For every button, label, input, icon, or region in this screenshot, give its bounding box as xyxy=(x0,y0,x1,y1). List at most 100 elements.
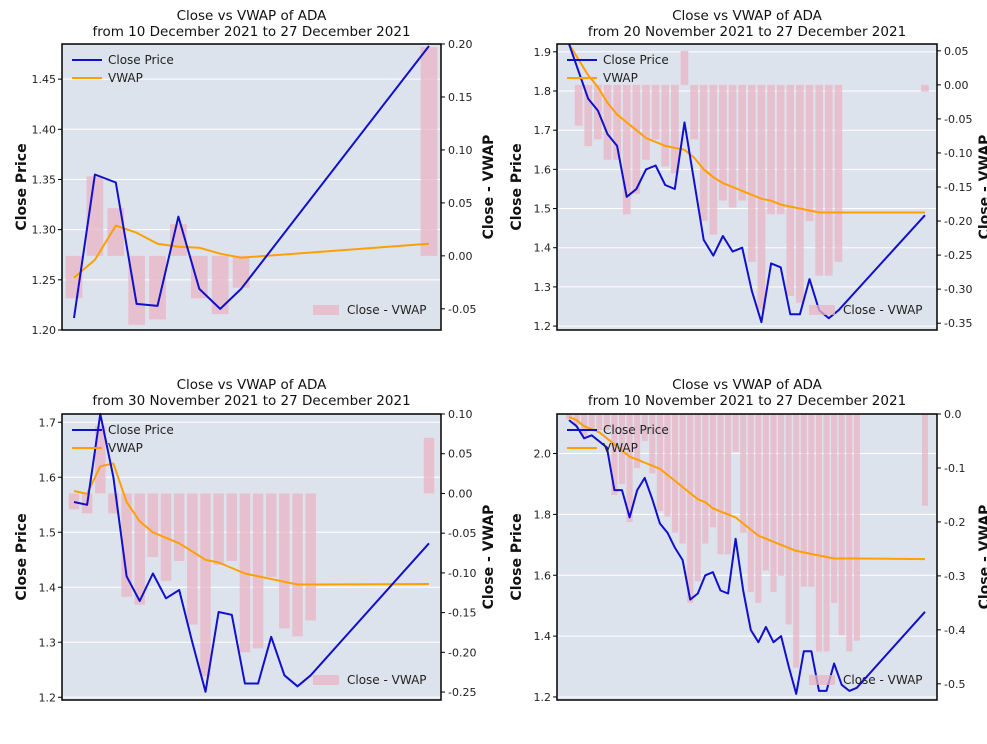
chart-subtitle: from 10 November 2021 to 27 December 202… xyxy=(588,393,906,409)
y2-tick-label: -0.20 xyxy=(448,646,476,659)
diff-bar xyxy=(709,414,716,528)
diff-bar xyxy=(717,414,724,555)
y-tick-label: 1.30 xyxy=(32,224,57,237)
diff-bar xyxy=(738,84,747,201)
diff-bar xyxy=(740,414,747,533)
plot-frame xyxy=(61,413,442,701)
legend-close-label: Close Price xyxy=(603,423,669,437)
legend-diff-label: Close - VWAP xyxy=(843,673,923,687)
diff-bar xyxy=(785,414,792,625)
diff-bar xyxy=(581,414,588,436)
diff-bar xyxy=(824,84,833,276)
diff-bar xyxy=(670,84,679,174)
diff-bar xyxy=(846,414,853,652)
vwap-line xyxy=(568,416,926,561)
y2-tick-label: -0.30 xyxy=(944,283,972,296)
y-tick-label: 1.6 xyxy=(39,471,57,484)
chart-panel-3 xyxy=(58,413,445,701)
close-price-line xyxy=(568,419,926,695)
diff-bar xyxy=(565,414,573,420)
y-axis-label: Close Price xyxy=(14,143,30,230)
y-tick-label: 1.5 xyxy=(534,203,552,216)
y2-axis-label: Close - VWAP xyxy=(481,505,497,610)
y2-tick-label: 0.20 xyxy=(448,38,473,51)
diff-bar xyxy=(664,414,671,517)
chart-panel-2 xyxy=(553,43,941,331)
legend-vwap-label: VWAP xyxy=(108,71,143,85)
close-price-line xyxy=(73,413,430,693)
diff-bar xyxy=(702,414,709,544)
diff-bar xyxy=(776,84,785,215)
y-tick-label: 1.6 xyxy=(534,163,552,176)
chart-panel-1 xyxy=(58,43,445,331)
diff-bar xyxy=(149,255,166,320)
diff-bar xyxy=(762,414,769,571)
y-tick-label: 1.4 xyxy=(534,242,552,255)
diff-bar xyxy=(921,414,929,506)
close-price-line xyxy=(568,43,926,324)
y2-tick-label: -0.15 xyxy=(944,181,972,194)
diff-bar xyxy=(200,493,211,677)
diff-bar xyxy=(672,414,679,533)
legend-vwap-label: VWAP xyxy=(603,441,638,455)
y2-tick-label: 0.10 xyxy=(448,408,473,421)
chart-subtitle: from 30 November 2021 to 27 December 202… xyxy=(92,393,410,409)
diff-bar xyxy=(618,414,626,485)
y2-tick-label: -0.25 xyxy=(448,686,476,699)
diff-bar xyxy=(831,414,838,603)
diff-bar xyxy=(588,414,595,431)
y-tick-label: 1.6 xyxy=(534,569,552,582)
y2-tick-label: 0.05 xyxy=(448,197,473,210)
diff-bar xyxy=(755,414,762,603)
diff-bar xyxy=(252,493,264,649)
diff-bar xyxy=(834,84,843,262)
y2-tick-label: -0.1 xyxy=(944,462,965,475)
y-tick-label: 1.8 xyxy=(534,508,552,521)
y-tick-label: 1.8 xyxy=(534,85,552,98)
y-tick-label: 1.3 xyxy=(534,281,552,294)
diff-bar xyxy=(147,493,159,557)
diff-bar xyxy=(690,84,698,140)
diff-bar xyxy=(728,84,737,208)
y-tick-label: 1.25 xyxy=(32,274,57,287)
diff-bar xyxy=(603,414,610,431)
y-tick-label: 1.7 xyxy=(39,416,57,429)
legend-close-label: Close Price xyxy=(603,53,669,67)
diff-bar xyxy=(823,414,830,652)
diff-bar xyxy=(805,84,814,222)
chart-subtitle: from 20 November 2021 to 27 December 202… xyxy=(588,24,906,40)
diff-bar xyxy=(649,414,656,474)
diff-bar xyxy=(107,208,125,256)
y2-axis-label: Close - VWAP xyxy=(481,135,497,240)
diff-bar xyxy=(709,84,718,235)
close-price-line xyxy=(73,45,430,319)
chart-title: Close vs VWAP of ADA xyxy=(672,377,823,393)
diff-bar xyxy=(232,255,250,288)
diff-bar xyxy=(121,493,132,597)
chart-title: Close vs VWAP of ADA xyxy=(177,377,328,393)
y-axis-label: Close Price xyxy=(509,143,525,230)
plot-area xyxy=(62,414,441,700)
y-tick-label: 1.2 xyxy=(534,320,552,333)
y2-tick-label: -0.15 xyxy=(448,607,476,620)
legend-diff-swatch xyxy=(313,675,339,685)
y2-axis-label: Close - VWAP xyxy=(977,505,987,610)
diff-bar xyxy=(651,84,660,140)
diff-bar xyxy=(732,414,739,452)
y2-axis-label: Close - VWAP xyxy=(977,135,987,240)
diff-bar xyxy=(211,255,229,315)
legend-diff-label: Close - VWAP xyxy=(843,303,923,317)
y2-tick-label: -0.05 xyxy=(448,527,476,540)
diff-bar xyxy=(95,425,106,494)
legend-diff-swatch xyxy=(809,305,835,315)
diff-bar xyxy=(574,84,583,126)
y-tick-label: 1.4 xyxy=(534,630,552,643)
diff-bar xyxy=(793,414,800,668)
diff-bar xyxy=(687,414,694,603)
plot-frame xyxy=(556,43,938,331)
plot-frame xyxy=(61,43,442,331)
diff-bar xyxy=(134,493,145,605)
diff-bar xyxy=(173,493,185,561)
